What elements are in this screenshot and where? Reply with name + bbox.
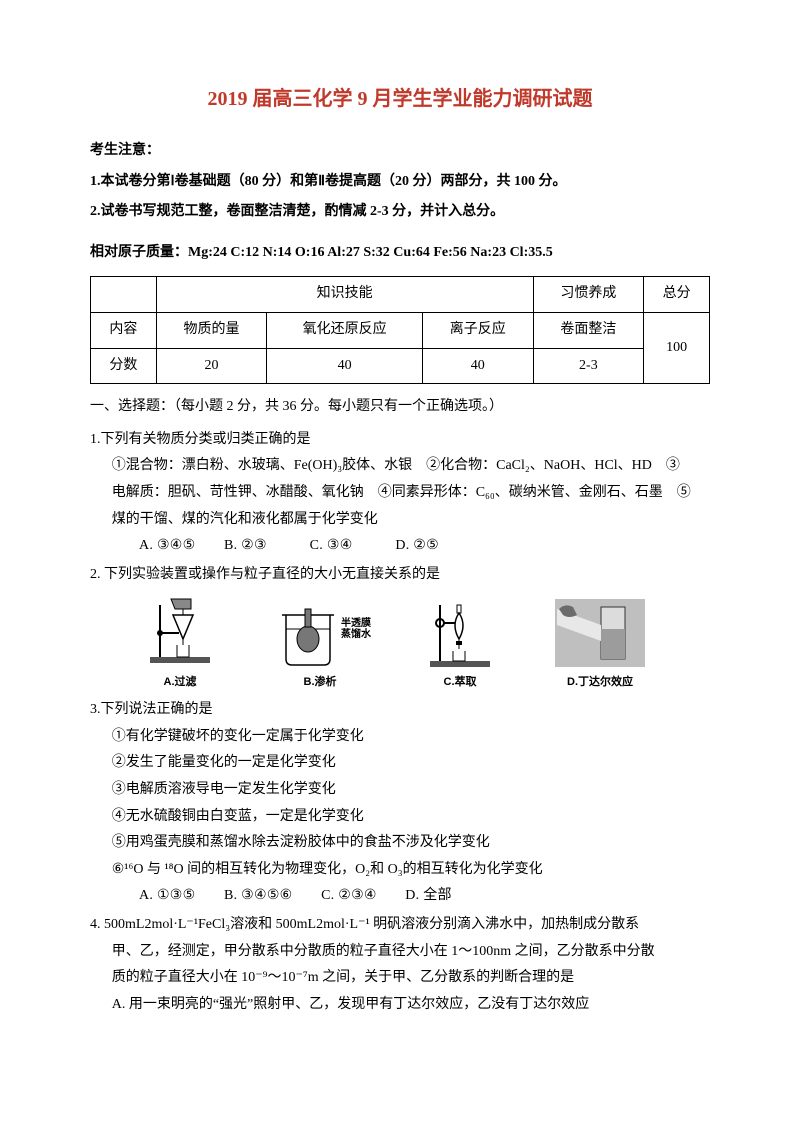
- cell-header-total: 总分: [644, 277, 710, 313]
- q3-item-2: ②发生了能量变化的一定是化学变化: [90, 750, 710, 777]
- cell-col-1: 氧化还原反应: [267, 312, 423, 348]
- tyndall-icon: [555, 595, 645, 671]
- cell-col-0: 物质的量: [156, 312, 267, 348]
- question-2: 2. 下列实验装置或操作与粒子直径的大小无直接关系的是: [90, 562, 710, 693]
- figure-filter: A.过滤: [135, 594, 225, 693]
- notice-line-2: 2.试卷书写规范工整，卷面整洁清楚，酌情减 2-3 分，并计入总分。: [90, 199, 710, 226]
- dialysis-label: 半透膜 蒸馏水: [341, 618, 371, 640]
- q1-line1: ①混合物：漂白粉、水玻璃、Fe(OH)₃胶体、水银 ②化合物：CaCl₂、NaO…: [90, 453, 710, 480]
- cell-blank: [91, 277, 157, 313]
- q3-item-4: ④无水硫酸铜由白变蓝，一定是化学变化: [90, 804, 710, 831]
- q3-stem: 3.下列说法正确的是: [90, 697, 710, 724]
- filter-icon: [145, 595, 215, 671]
- question-3: 3.下列说法正确的是 ①有化学键破坏的变化一定属于化学变化 ②发生了能量变化的一…: [90, 697, 710, 910]
- question-1: 1.下列有关物质分类或归类正确的是 ①混合物：漂白粉、水玻璃、Fe(OH)₃胶体…: [90, 427, 710, 560]
- cell-header-knowledge: 知识技能: [156, 277, 533, 313]
- figure-label: A.过滤: [164, 672, 197, 693]
- cell-label-score: 分数: [91, 348, 157, 384]
- figure-dialysis: 半透膜 蒸馏水 B.渗析: [275, 594, 365, 693]
- q1-line3: 煤的干馏、煤的汽化和液化都属于化学变化: [90, 507, 710, 534]
- cell-label-content: 内容: [91, 312, 157, 348]
- q3-item-5: ⑤用鸡蛋壳膜和蒸馏水除去淀粉胶体中的食盐不涉及化学变化: [90, 830, 710, 857]
- q4-line3: 质的粒子直径大小在 10⁻⁹～10⁻⁷m 之间，关于甲、乙分散系的判断合理的是: [90, 965, 710, 992]
- atomic-mass-line: 相对原子质量：Mg:24 C:12 N:14 O:16 Al:27 S:32 C…: [90, 240, 710, 267]
- figure-tyndall: D.丁达尔效应: [555, 594, 645, 693]
- cell-score-0: 20: [156, 348, 267, 384]
- extraction-icon: [425, 595, 495, 671]
- section-1-heading: 一、选择题：（每小题 2 分，共 36 分。每小题只有一个正确选项。）: [90, 394, 710, 421]
- cell-col-2: 离子反应: [422, 312, 533, 348]
- cell-score-3: 2-3: [533, 348, 644, 384]
- q2-figure-row: A.过滤 半透膜 蒸馏水 B.渗析: [110, 594, 670, 693]
- question-4: 4. 500mL2mol·L⁻¹FeCl₃溶液和 500mL2mol·L⁻¹ 明…: [90, 912, 710, 1018]
- q4-option-a: A. 用一束明亮的“强光”照射甲、乙，发现甲有丁达尔效应，乙没有丁达尔效应: [90, 992, 710, 1019]
- q1-stem: 1.下列有关物质分类或归类正确的是: [90, 427, 710, 454]
- exam-page: 2019 届高三化学 9 月学生学业能力调研试题 考生注意： 1.本试卷分第Ⅰ卷…: [0, 0, 800, 1132]
- cell-score-2: 40: [422, 348, 533, 384]
- q3-item-6: ⑥¹⁶O 与 ¹⁸O 间的相互转化为物理变化，O₂和 O₃的相互转化为化学变化: [90, 857, 710, 884]
- figure-label: C.萃取: [444, 672, 477, 693]
- notice-line-1: 1.本试卷分第Ⅰ卷基础题（80 分）和第Ⅱ卷提高题（20 分）两部分，共 100…: [90, 169, 710, 196]
- q2-stem: 2. 下列实验装置或操作与粒子直径的大小无直接关系的是: [90, 562, 710, 589]
- figure-extraction: C.萃取: [415, 594, 505, 693]
- figure-label: B.渗析: [304, 672, 337, 693]
- table-row: 分数 20 40 40 2-3: [91, 348, 710, 384]
- q3-options: A. ①③⑤ B. ③④⑤⑥ C. ②③④ D. 全部: [90, 883, 710, 910]
- table-row: 内容 物质的量 氧化还原反应 离子反应 卷面整洁 100: [91, 312, 710, 348]
- q4-stem: 4. 500mL2mol·L⁻¹FeCl₃溶液和 500mL2mol·L⁻¹ 明…: [90, 912, 710, 939]
- q3-item-3: ③电解质溶液导电一定发生化学变化: [90, 777, 710, 804]
- figure-label: D.丁达尔效应: [567, 672, 633, 693]
- notice-heading: 考生注意：: [90, 138, 710, 165]
- cell-habit-val: 卷面整洁: [533, 312, 644, 348]
- q4-line2: 甲、乙，经测定，甲分散系中分散质的粒子直径大小在 1～100nm 之间，乙分散系…: [90, 939, 710, 966]
- cell-total: 100: [644, 312, 710, 383]
- page-title: 2019 届高三化学 9 月学生学业能力调研试题: [90, 80, 710, 118]
- q3-item-1: ①有化学键破坏的变化一定属于化学变化: [90, 724, 710, 751]
- q1-options: A. ③④⑤ B. ②③ C. ③④ D. ②⑤: [90, 533, 710, 560]
- cell-header-habit: 习惯养成: [533, 277, 644, 313]
- score-table: 知识技能 习惯养成 总分 内容 物质的量 氧化还原反应 离子反应 卷面整洁 10…: [90, 276, 710, 384]
- q1-line2: 电解质：胆矾、苛性钾、冰醋酸、氧化钠 ④同素异形体：C₆₀、碳纳米管、金刚石、石…: [90, 480, 710, 507]
- table-row: 知识技能 习惯养成 总分: [91, 277, 710, 313]
- cell-score-1: 40: [267, 348, 423, 384]
